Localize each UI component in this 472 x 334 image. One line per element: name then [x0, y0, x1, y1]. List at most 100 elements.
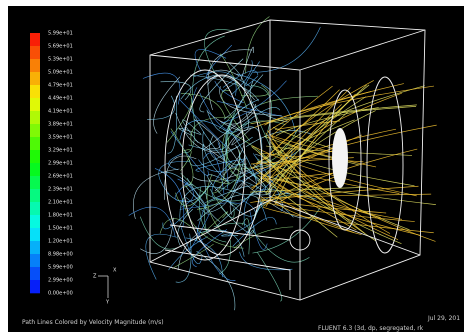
pathline: [180, 226, 203, 264]
pathline: [207, 75, 255, 101]
pathline: [250, 186, 365, 193]
pathline: [218, 176, 241, 193]
colorbar-swatch: [30, 202, 40, 216]
pathline: [250, 104, 417, 125]
pathline: [188, 142, 228, 151]
pathline: [174, 181, 189, 201]
pathline: [182, 98, 195, 154]
pathline: [260, 198, 387, 214]
colorbar-swatch: [30, 111, 40, 125]
pathline: [229, 155, 291, 215]
pathline: [199, 58, 244, 113]
pathline: [168, 236, 208, 271]
pathline: [241, 218, 250, 255]
pathline: [203, 152, 225, 194]
pathline: [252, 145, 417, 197]
pathline: [251, 87, 351, 191]
pathline: [194, 211, 228, 242]
pathline: [221, 80, 287, 124]
pathline: [267, 130, 391, 234]
pathline: [216, 100, 287, 118]
pathline: [231, 60, 253, 95]
pathline: [142, 72, 181, 105]
colorbar-swatch: [30, 59, 40, 73]
pathline: [160, 81, 192, 101]
pathline: [198, 229, 245, 257]
pathline: [257, 160, 400, 194]
pathline: [139, 216, 178, 250]
pathline: [233, 226, 294, 249]
pathline: [154, 168, 185, 228]
colorbar-swatch: [30, 267, 40, 281]
pathline: [239, 251, 293, 271]
colorbar-label: 8.98e+00: [48, 252, 73, 258]
pathline: [243, 169, 266, 195]
pathline: [223, 62, 246, 120]
pathline: [214, 80, 244, 104]
colorbar-label: 5.09e+01: [48, 70, 73, 76]
axis-label: Y: [105, 300, 110, 306]
pathline: [167, 95, 178, 154]
pathline: [222, 70, 259, 88]
colorbar-label: 4.49e+01: [48, 96, 73, 102]
pathline: [182, 119, 202, 143]
pathline: [175, 185, 209, 207]
pathline: [221, 232, 239, 237]
pathline: [260, 177, 332, 191]
pathline: [145, 233, 177, 280]
pathline: [158, 161, 190, 195]
pathline: [166, 93, 193, 143]
pathline: [240, 46, 254, 81]
colorbar-label: 2.99e+01: [48, 161, 73, 167]
pathline: [250, 166, 357, 231]
pathline: [179, 120, 241, 142]
colorbar-label: 5.69e+01: [48, 44, 73, 50]
pathline: [255, 153, 270, 163]
pathline: [277, 128, 397, 169]
pathline: [250, 163, 272, 196]
pathline: [271, 135, 377, 168]
pathline: [177, 208, 194, 248]
axis-label: Z: [93, 274, 97, 280]
pathline: [257, 174, 338, 238]
pathline: [250, 185, 419, 203]
pathline: [271, 85, 333, 136]
pathline: [180, 93, 226, 119]
colorbar-label: 4.79e+01: [48, 83, 73, 89]
colorbar-swatch: [30, 163, 40, 177]
pathline: [207, 49, 253, 111]
colorbar-swatch: [30, 189, 40, 203]
pathline: [262, 148, 418, 207]
pathline: [210, 154, 246, 213]
pathline: [194, 139, 258, 185]
pathline: [278, 184, 403, 220]
pathline: [147, 95, 176, 120]
pathline: [237, 74, 264, 108]
colorbar-label: 2.10e+01: [48, 200, 73, 206]
pathline: [199, 92, 233, 133]
pathline: [202, 131, 230, 183]
pathline: [251, 229, 310, 263]
caption: Path Lines Colored by Velocity Magnitude…: [22, 319, 164, 326]
pathline: [218, 240, 231, 275]
pathline: [245, 16, 270, 74]
pathline: [217, 195, 245, 204]
pathline: [272, 142, 436, 242]
pathline: [206, 109, 250, 134]
pathline: [266, 111, 349, 196]
colorbar-label: 1.80e+01: [48, 213, 73, 219]
colorbar-swatch: [30, 124, 40, 138]
pathline: [225, 99, 259, 154]
colorbar-swatch: [30, 46, 40, 60]
pathline: [272, 147, 415, 187]
pathline: [226, 144, 245, 193]
pathline: [231, 127, 252, 146]
pathline: [277, 92, 402, 169]
pathline: [232, 170, 255, 190]
pathline: [193, 118, 221, 149]
colorbar-label: 5.99e+00: [48, 265, 73, 271]
pathline: [245, 61, 260, 86]
pathline: [277, 85, 425, 155]
pathline: [170, 128, 194, 188]
pathline: [241, 107, 281, 127]
